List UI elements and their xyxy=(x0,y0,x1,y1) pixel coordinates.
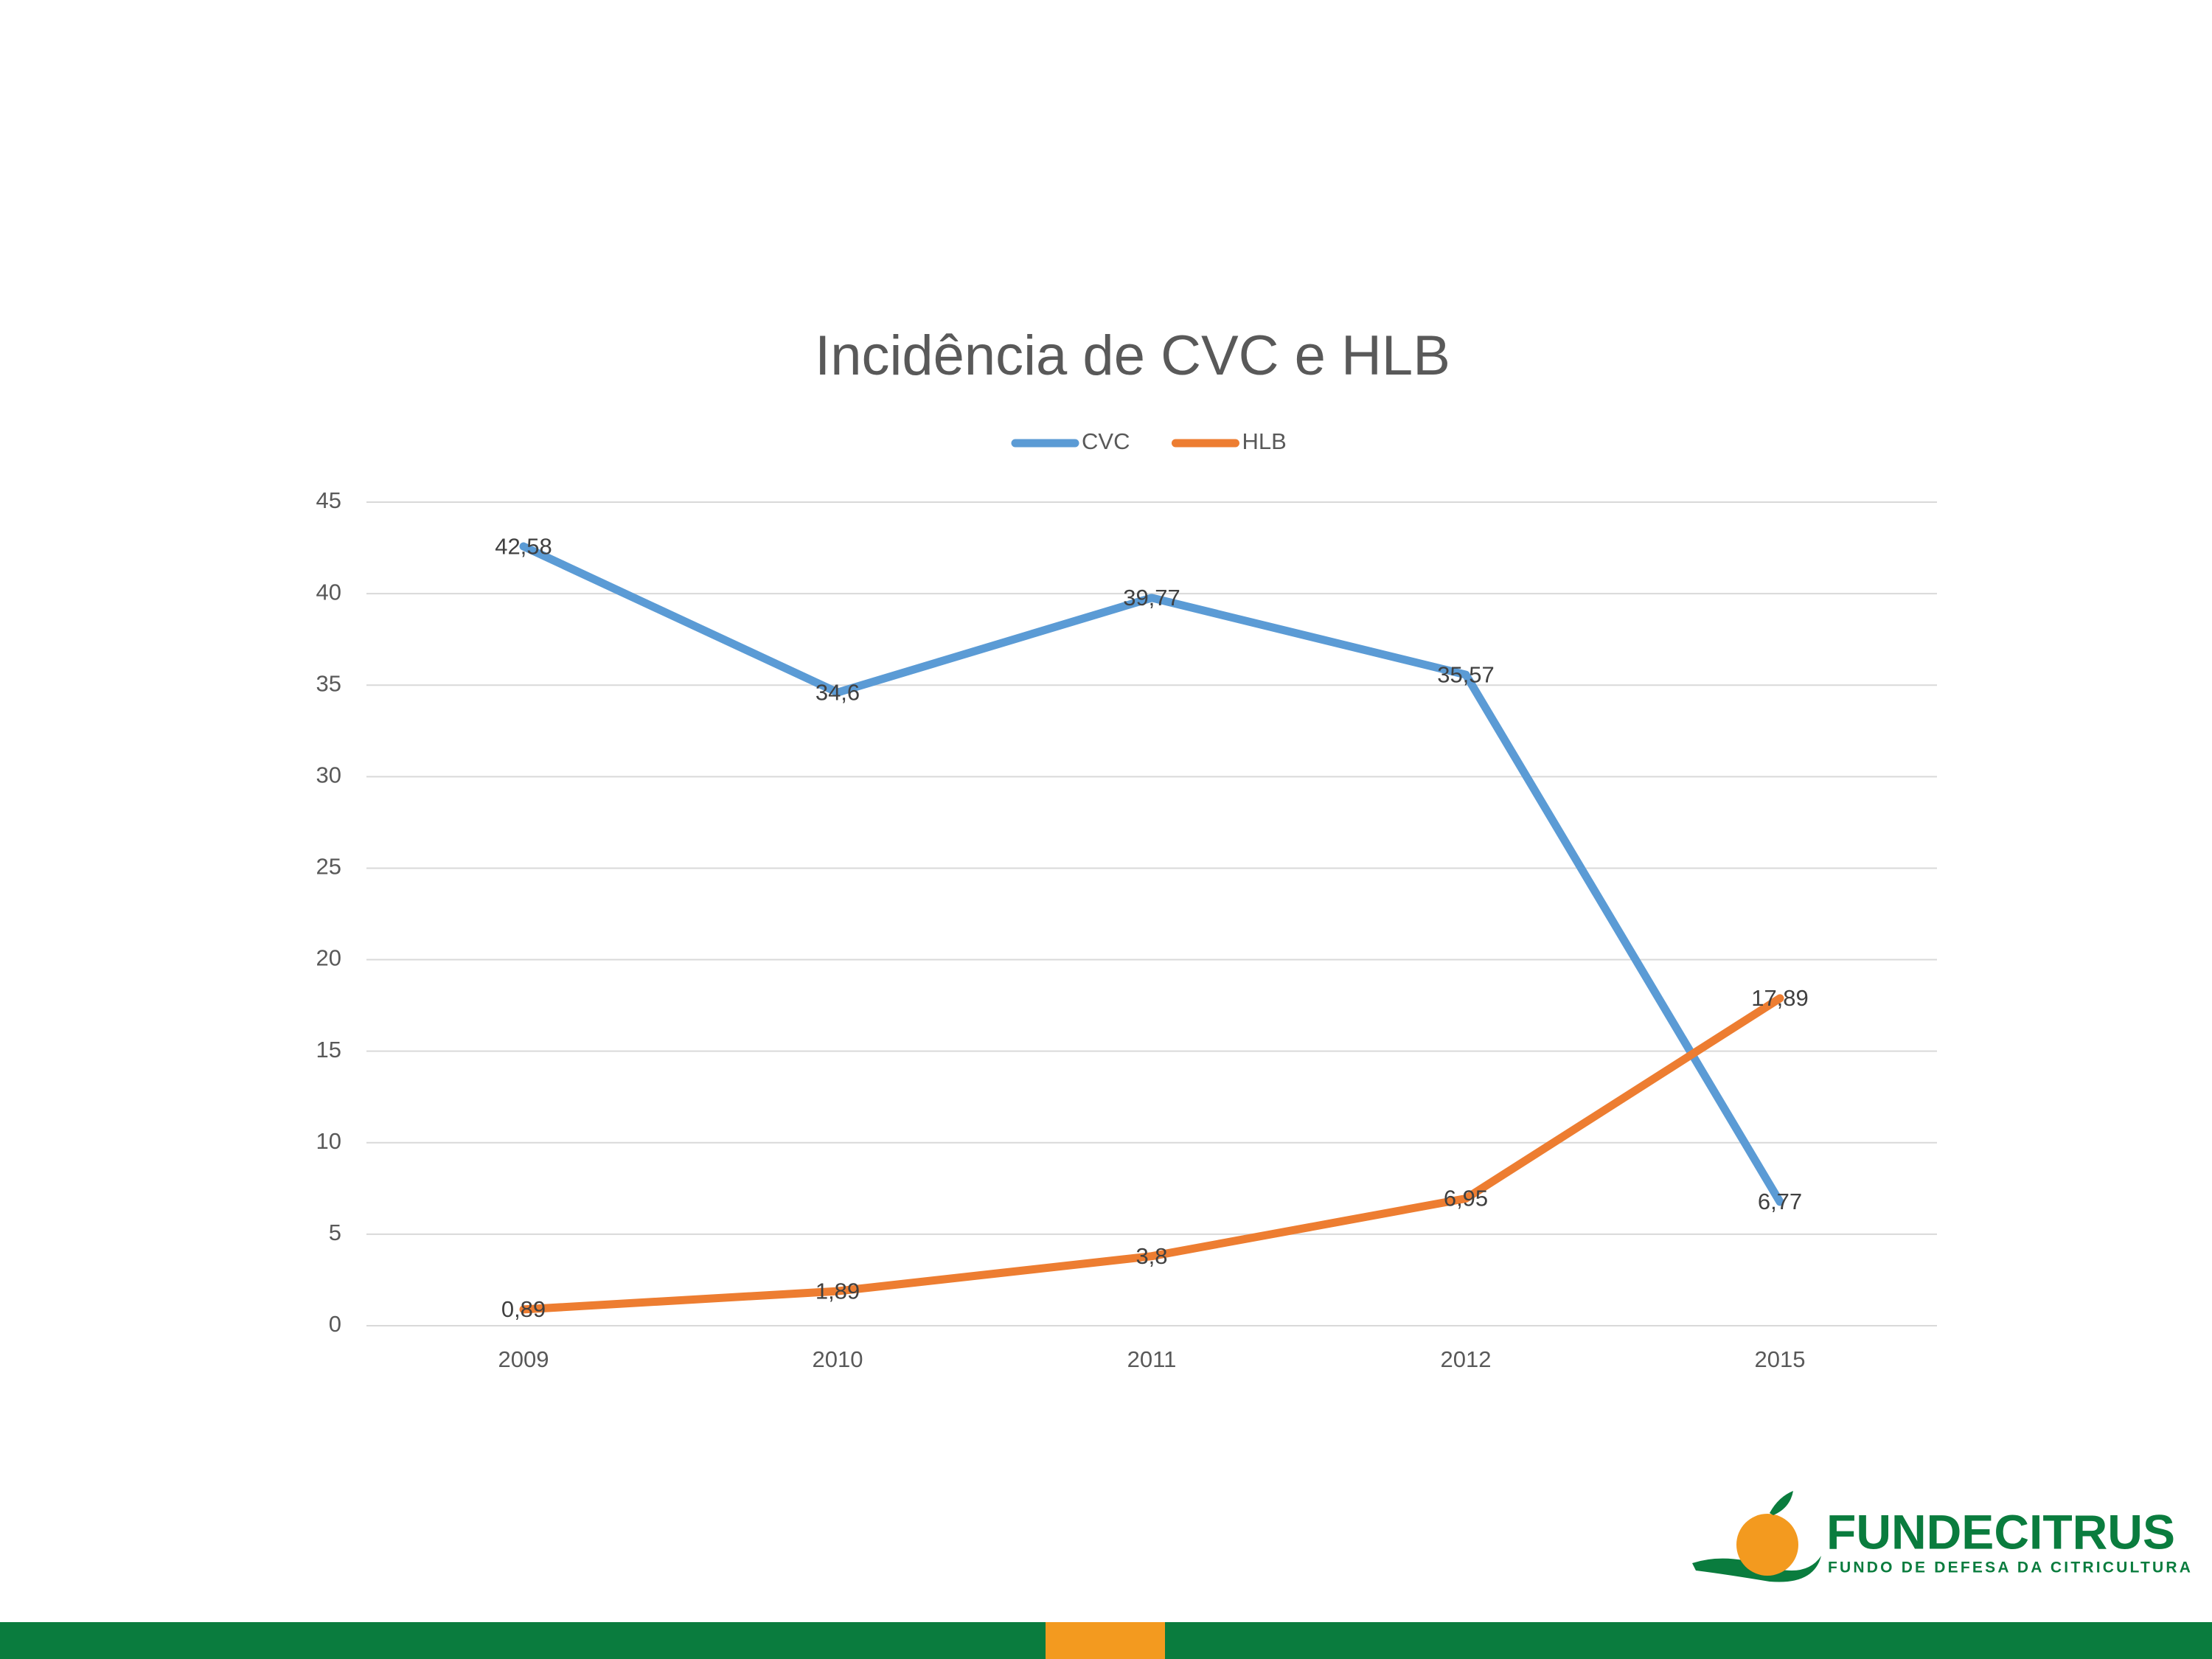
y-tick-label: 45 xyxy=(316,487,341,513)
y-tick-label: 15 xyxy=(316,1037,341,1062)
data-label: 35,57 xyxy=(1437,661,1495,687)
x-tick-label: 2011 xyxy=(1127,1346,1177,1372)
logo-leaf xyxy=(1770,1491,1793,1515)
footer-accent xyxy=(1046,1622,1165,1659)
data-label: 39,77 xyxy=(1123,585,1180,611)
y-tick-label: 5 xyxy=(329,1220,341,1245)
x-tick-label: 2012 xyxy=(1441,1346,1492,1372)
series-line xyxy=(519,994,1784,1314)
data-label: 34,6 xyxy=(815,679,860,705)
data-label: 42,58 xyxy=(495,533,552,559)
logo-tagline: FUNDO DE DEFESA DA CITRICULTURA xyxy=(1828,1559,2193,1576)
series-line xyxy=(519,542,1784,1206)
chart-title: Incidência de CVC e HLB xyxy=(815,324,1450,387)
x-tick-label: 2010 xyxy=(813,1346,863,1372)
data-label: 1,89 xyxy=(815,1278,860,1304)
data-label: 3,8 xyxy=(1135,1243,1167,1269)
logo-name: FUNDECITRUS xyxy=(1826,1504,2175,1559)
plot: 0 5 10 15 20 25 30 35 40 45 2009 2010 2011 2012 2015 CV… xyxy=(316,428,1937,1372)
data-label: 6,95 xyxy=(1444,1186,1488,1211)
y-tick-label: 35 xyxy=(316,670,341,696)
data-label: 0,89 xyxy=(501,1296,546,1322)
data-label: 6,77 xyxy=(1758,1189,1802,1214)
x-tick-label: 2009 xyxy=(498,1346,549,1372)
y-tick-label: 10 xyxy=(316,1128,341,1154)
y-tick-label: 25 xyxy=(316,854,341,880)
y-tick-label: 20 xyxy=(316,945,341,971)
data-label: 17,89 xyxy=(1751,985,1809,1011)
legend-label: CVC xyxy=(1082,428,1130,454)
y-tick-label: 30 xyxy=(316,762,341,788)
y-tick-label: 40 xyxy=(316,579,341,605)
x-tick-label: 2015 xyxy=(1755,1346,1806,1372)
logo-orange xyxy=(1736,1514,1798,1576)
legend-label: HLB xyxy=(1242,428,1286,454)
y-tick-label: 0 xyxy=(329,1311,341,1337)
